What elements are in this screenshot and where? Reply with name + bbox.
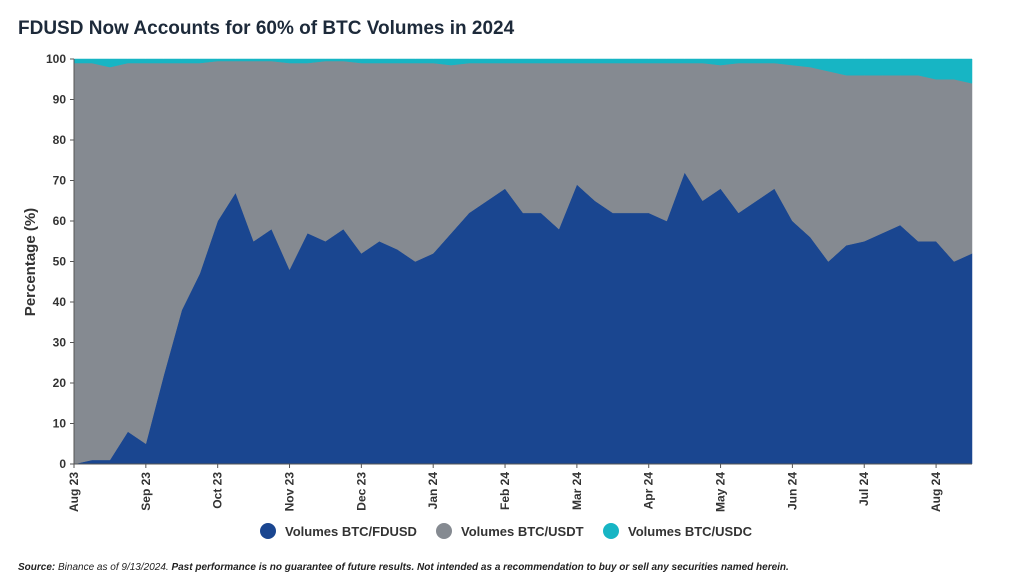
y-tick-label: 100 [46, 52, 66, 66]
y-tick-label: 10 [53, 417, 67, 431]
y-tick-label: 20 [53, 376, 67, 390]
x-tick-label: Jul 24 [857, 472, 871, 506]
y-tick-label: 40 [53, 295, 67, 309]
x-tick-label: Jan 24 [426, 472, 440, 510]
legend-swatch [260, 523, 276, 539]
y-tick-label: 0 [59, 457, 66, 471]
source-label: Source: [18, 562, 55, 573]
x-tick-label: Oct 23 [211, 472, 225, 509]
legend-label: Volumes BTC/FDUSD [285, 524, 417, 539]
legend-label: Volumes BTC/USDC [628, 524, 753, 539]
chart-title: FDUSD Now Accounts for 60% of BTC Volume… [18, 18, 515, 39]
source-text: Binance as of 9/13/2024. [58, 562, 169, 573]
legend-swatch [603, 523, 619, 539]
source-note: Source: Binance as of 9/13/2024. Past pe… [18, 562, 789, 573]
x-tick-label: Mar 24 [570, 472, 584, 510]
y-tick-label: 50 [53, 255, 67, 269]
x-tick-label: Dec 23 [354, 472, 368, 511]
y-axis-label: Percentage (%) [22, 208, 39, 316]
x-tick-label: Apr 24 [642, 472, 656, 510]
legend-swatch [436, 523, 452, 539]
y-tick-label: 90 [53, 93, 67, 107]
y-tick-label: 70 [53, 174, 67, 188]
y-tick-label: 30 [53, 336, 67, 350]
x-tick-label: Nov 23 [283, 472, 297, 512]
y-tick-label: 80 [53, 133, 67, 147]
legend-label: Volumes BTC/USDT [461, 524, 584, 539]
area [73, 58, 973, 84]
y-tick-label: 60 [53, 214, 67, 228]
x-tick-label: May 24 [714, 472, 728, 512]
x-tick-label: Feb 24 [498, 472, 512, 510]
x-tick-label: Jun 24 [785, 472, 799, 510]
x-tick-label: Aug 24 [929, 472, 943, 512]
disclaimer: Past performance is no guarantee of futu… [171, 562, 788, 573]
x-tick-label: Sep 23 [139, 472, 153, 511]
x-tick-label: Aug 23 [67, 472, 81, 512]
